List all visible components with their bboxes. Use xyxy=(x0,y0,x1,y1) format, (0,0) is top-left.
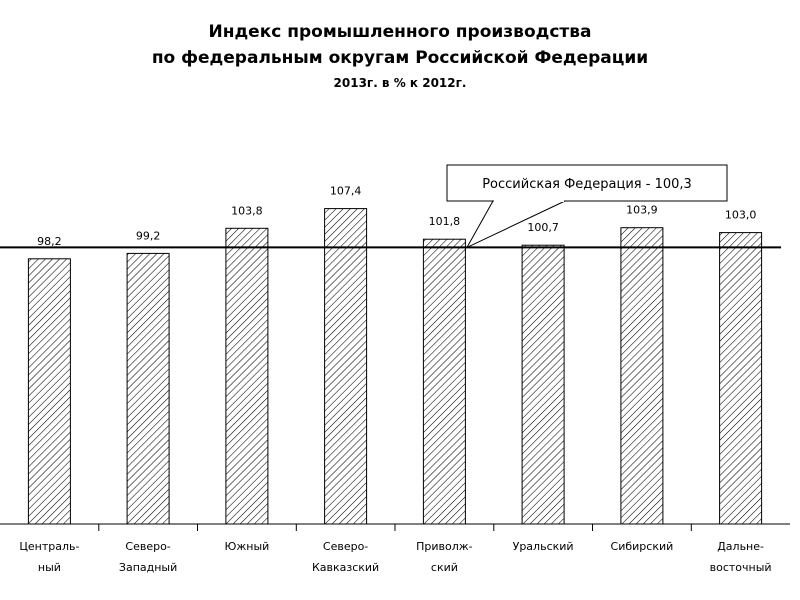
category-label-8-line1: Дальне- xyxy=(717,540,764,553)
category-label-4-line1: Северо- xyxy=(323,540,368,553)
data-label-3: 103,8 xyxy=(231,204,263,217)
chart-subtitle: по федеральным округам Российской Федера… xyxy=(151,48,649,68)
category-label-4-line2: Кавказский xyxy=(312,561,379,574)
data-label-5: 101,8 xyxy=(429,215,461,228)
reference-callout: Российская Федерация - 100,3 xyxy=(446,164,728,249)
chart-title: Индекс промышленного производства xyxy=(208,22,592,42)
bar-8 xyxy=(719,232,763,525)
data-label-2: 99,2 xyxy=(136,229,161,242)
bar-3 xyxy=(225,227,269,525)
category-label-5-line2: ский xyxy=(431,561,458,574)
bar-6 xyxy=(521,244,565,525)
bar-4 xyxy=(324,208,368,525)
bar-5 xyxy=(422,238,466,525)
data-label-1: 98,2 xyxy=(37,235,62,248)
category-label-1-line1: Централь- xyxy=(19,540,79,553)
data-label-6: 100,7 xyxy=(527,221,559,234)
category-label-1-line2: ный xyxy=(38,561,61,574)
category-label-2-line2: Западный xyxy=(119,561,177,574)
bar-1 xyxy=(27,258,71,525)
callout-box xyxy=(446,164,728,202)
callout-label: Российская Федерация - 100,3 xyxy=(482,177,692,192)
category-label-5-line1: Приволж- xyxy=(416,540,473,553)
category-label-2-line1: Северо- xyxy=(125,540,170,553)
bar-2 xyxy=(126,252,170,525)
category-label-7: Сибирский xyxy=(611,540,674,553)
category-label-8-line2: восточный xyxy=(710,561,772,574)
data-label-8: 103,0 xyxy=(725,209,757,222)
chart-subtitle-period: 2013г. в % к 2012г. xyxy=(333,76,467,90)
data-label-7: 103,9 xyxy=(626,204,658,217)
category-label-6: Уральский xyxy=(513,540,574,553)
bar-7 xyxy=(620,227,664,525)
data-label-4: 107,4 xyxy=(330,185,362,198)
category-label-3: Южный xyxy=(224,540,269,553)
